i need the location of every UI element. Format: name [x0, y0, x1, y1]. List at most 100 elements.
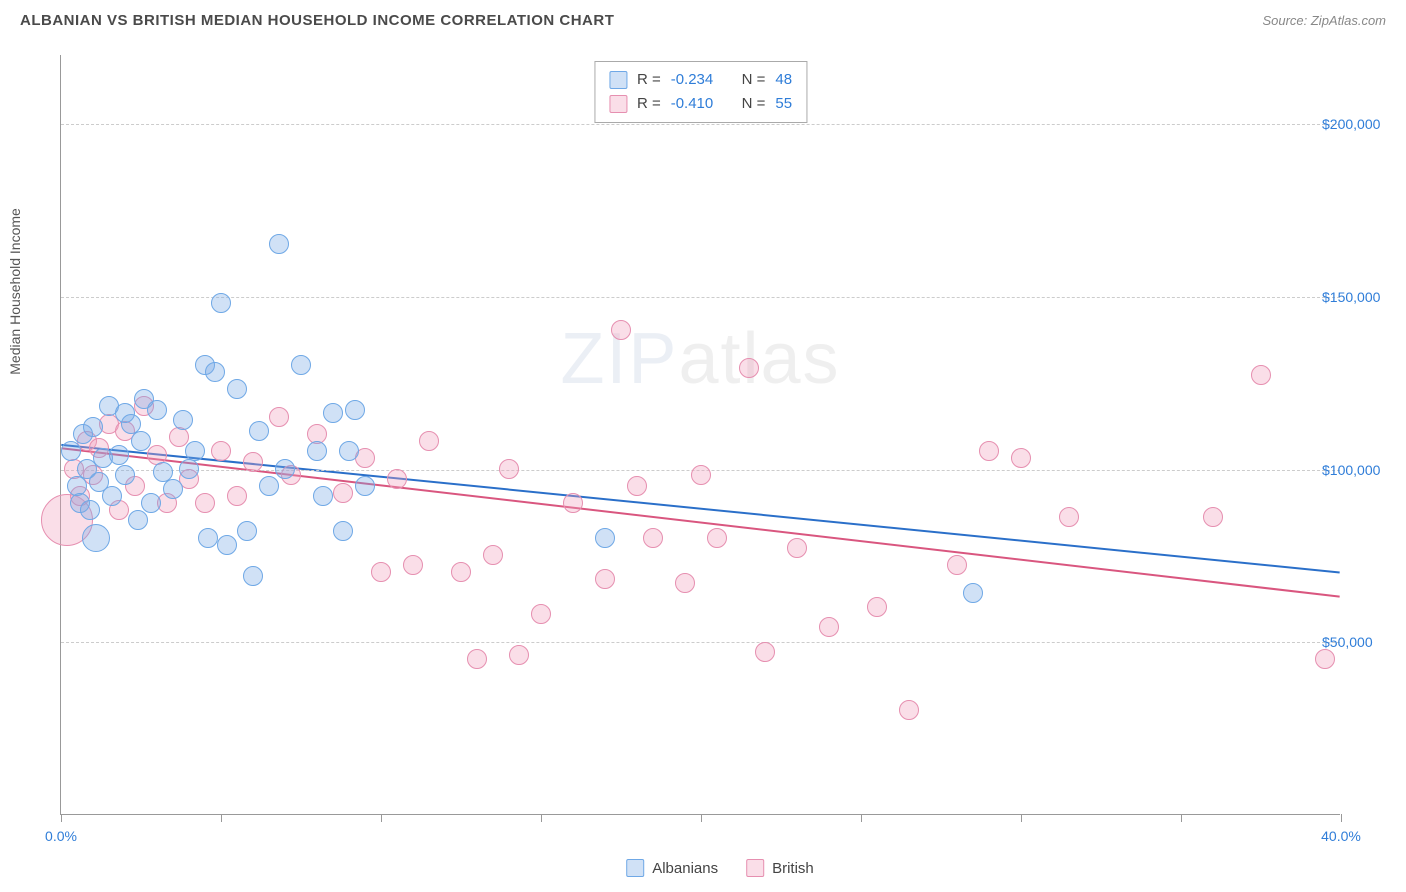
scatter-point-albanian	[131, 431, 151, 451]
scatter-point-british	[227, 486, 247, 506]
scatter-point-british	[467, 649, 487, 669]
swatch-british-legend	[746, 859, 764, 877]
scatter-point-albanian	[185, 441, 205, 461]
corr-row-albanian: R = -0.234 N = 48	[609, 68, 792, 92]
scatter-point-british	[627, 476, 647, 496]
scatter-point-albanian	[307, 441, 327, 461]
scatter-point-albanian	[237, 521, 257, 541]
x-tick	[61, 814, 62, 822]
scatter-point-albanian	[128, 510, 148, 530]
scatter-point-british	[867, 597, 887, 617]
scatter-point-british	[899, 700, 919, 720]
scatter-point-albanian	[275, 459, 295, 479]
scatter-point-british	[819, 617, 839, 637]
r-label: R =	[637, 68, 661, 92]
correlation-box: R = -0.234 N = 48 R = -0.410 N = 55	[594, 61, 807, 123]
y-tick-label: $50,000	[1322, 634, 1402, 650]
scatter-point-albanian	[198, 528, 218, 548]
x-tick	[1341, 814, 1342, 822]
x-tick	[701, 814, 702, 822]
legend: Albanians British	[626, 859, 814, 877]
scatter-point-albanian	[205, 362, 225, 382]
scatter-point-british	[739, 358, 759, 378]
scatter-point-british	[419, 431, 439, 451]
scatter-point-albanian	[211, 293, 231, 313]
scatter-point-british	[451, 562, 471, 582]
scatter-point-albanian	[323, 403, 343, 423]
corr-row-british: R = -0.410 N = 55	[609, 92, 792, 116]
scatter-point-british	[269, 407, 289, 427]
scatter-point-british	[499, 459, 519, 479]
scatter-point-albanian	[339, 441, 359, 461]
r-value-british: -0.410	[671, 92, 714, 116]
y-tick-label: $100,000	[1322, 462, 1402, 478]
chart-area: Median Household Income ZIPatlas R = -0.…	[50, 55, 1390, 845]
scatter-point-british	[531, 604, 551, 624]
scatter-point-albanian	[269, 234, 289, 254]
scatter-point-albanian	[355, 476, 375, 496]
scatter-point-british	[947, 555, 967, 575]
scatter-point-albanian	[217, 535, 237, 555]
x-tick-label: 0.0%	[45, 828, 77, 844]
x-tick	[381, 814, 382, 822]
scatter-point-albanian	[227, 379, 247, 399]
scatter-point-albanian	[963, 583, 983, 603]
legend-item-british: British	[746, 859, 814, 877]
legend-label-albanian: Albanians	[652, 860, 718, 877]
scatter-point-british	[1315, 649, 1335, 669]
scatter-point-albanian	[259, 476, 279, 496]
scatter-point-albanian	[243, 566, 263, 586]
scatter-point-albanian	[147, 400, 167, 420]
scatter-point-british	[595, 569, 615, 589]
x-tick-label: 40.0%	[1321, 828, 1361, 844]
scatter-point-albanian	[179, 459, 199, 479]
scatter-point-british	[387, 469, 407, 489]
scatter-point-british	[403, 555, 423, 575]
gridline	[61, 642, 1340, 643]
source-label: Source: ZipAtlas.com	[1262, 13, 1386, 28]
legend-item-albanian: Albanians	[626, 859, 718, 877]
scatter-point-british	[691, 465, 711, 485]
scatter-point-albanian	[109, 445, 129, 465]
scatter-point-british	[195, 493, 215, 513]
scatter-point-albanian	[83, 417, 103, 437]
scatter-point-british	[1251, 365, 1271, 385]
r-label: R =	[637, 92, 661, 116]
swatch-british	[609, 95, 627, 113]
scatter-point-british	[611, 320, 631, 340]
legend-label-british: British	[772, 860, 814, 877]
swatch-albanian-legend	[626, 859, 644, 877]
scatter-point-british	[243, 452, 263, 472]
scatter-point-albanian	[595, 528, 615, 548]
n-value-albanian: 48	[775, 68, 792, 92]
x-tick	[861, 814, 862, 822]
scatter-point-albanian	[345, 400, 365, 420]
scatter-point-british	[755, 642, 775, 662]
scatter-point-british	[787, 538, 807, 558]
scatter-point-british	[643, 528, 663, 548]
scatter-point-albanian	[102, 486, 122, 506]
scatter-point-albanian	[173, 410, 193, 430]
x-tick	[1021, 814, 1022, 822]
n-value-british: 55	[775, 92, 792, 116]
scatter-point-british	[483, 545, 503, 565]
scatter-point-albanian	[82, 524, 110, 552]
scatter-point-albanian	[115, 465, 135, 485]
y-tick-label: $200,000	[1322, 116, 1402, 132]
y-tick-label: $150,000	[1322, 289, 1402, 305]
scatter-point-british	[1059, 507, 1079, 527]
watermark-thin: atlas	[678, 319, 840, 399]
gridline	[61, 297, 1340, 298]
scatter-point-british	[509, 645, 529, 665]
scatter-point-british	[1203, 507, 1223, 527]
scatter-point-albanian	[291, 355, 311, 375]
n-label: N =	[742, 68, 766, 92]
scatter-point-albanian	[163, 479, 183, 499]
plot-region: ZIPatlas R = -0.234 N = 48 R = -0.410 N …	[60, 55, 1340, 815]
x-tick	[1181, 814, 1182, 822]
chart-title: ALBANIAN VS BRITISH MEDIAN HOUSEHOLD INC…	[20, 12, 614, 29]
x-tick	[541, 814, 542, 822]
scatter-point-british	[979, 441, 999, 461]
gridline	[61, 124, 1340, 125]
x-tick	[221, 814, 222, 822]
